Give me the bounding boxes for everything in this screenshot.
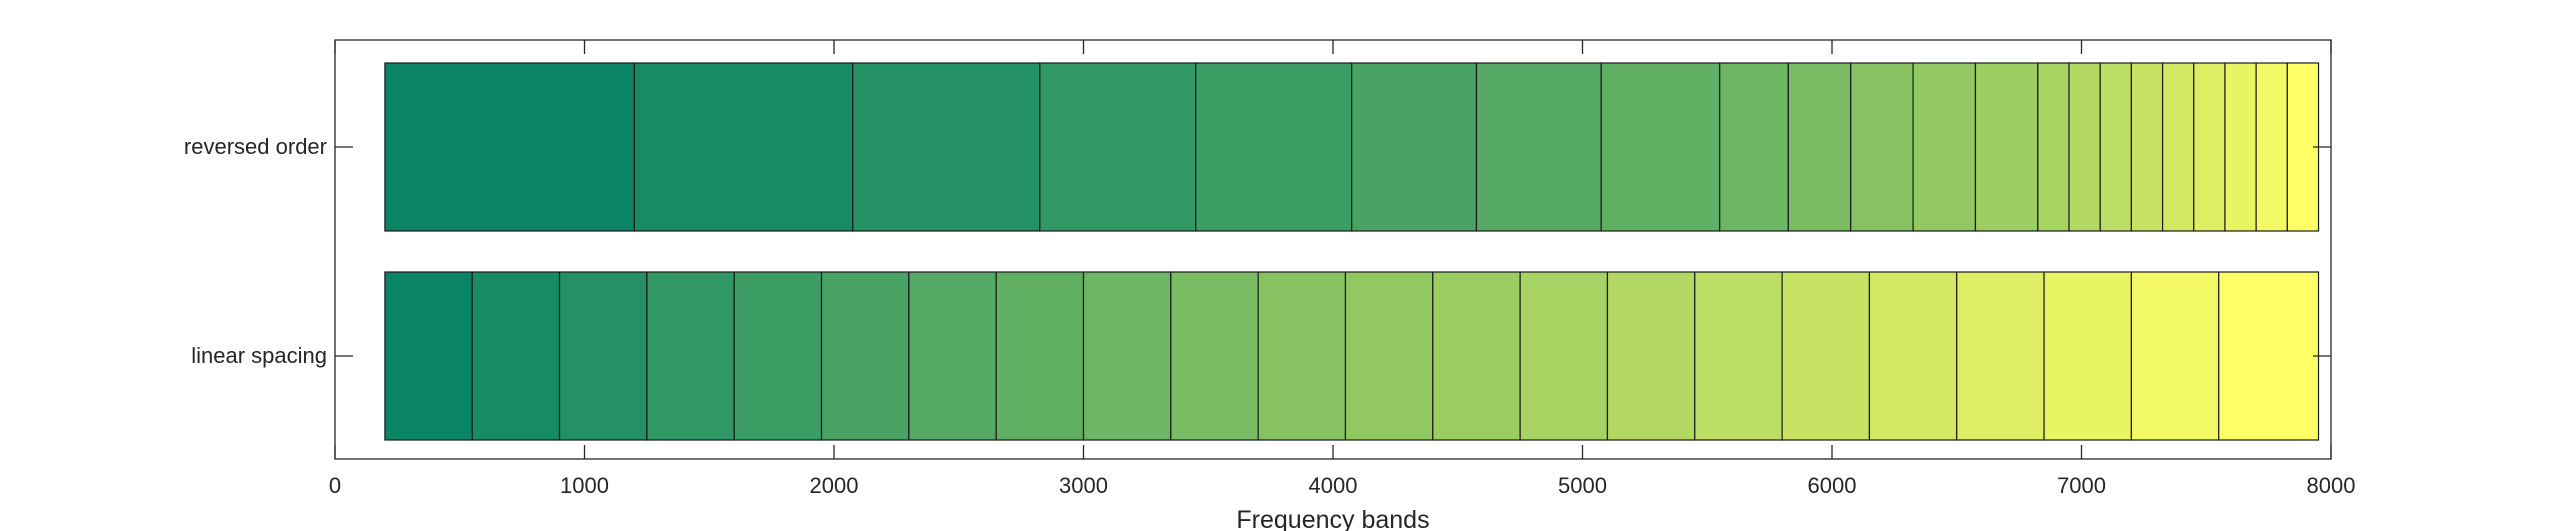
x-tick-label: 8000 — [2307, 473, 2356, 498]
bar-segment-reversed-5 — [1195, 62, 1353, 232]
bar-segment-reversed-8 — [1600, 62, 1721, 232]
bar-segment-reversed-21 — [2255, 62, 2288, 232]
y-tick-label: reversed order — [184, 134, 327, 159]
bar-segment-linear-14 — [1519, 271, 1609, 441]
x-tick-label: 3000 — [1059, 473, 1108, 498]
x-tick-label: 2000 — [810, 473, 859, 498]
bar-segment-reversed-14 — [2037, 62, 2070, 232]
axis-ticks — [334, 40, 2332, 459]
bar-segment-reversed-10 — [1787, 62, 1852, 232]
x-tick-label: 7000 — [2057, 473, 2106, 498]
bar-segment-reversed-20 — [2224, 62, 2257, 232]
bar-segment-linear-18 — [1868, 271, 1958, 441]
bar-segment-linear-8 — [995, 271, 1085, 441]
x-axis-title: Frequency bands — [1236, 506, 1429, 531]
bar-segment-linear-2 — [471, 271, 561, 441]
bar-segment-linear-1 — [384, 271, 473, 441]
x-tick-label: 6000 — [1808, 473, 1857, 498]
bar-segment-linear-11 — [1257, 271, 1347, 441]
x-tick-label: 5000 — [1558, 473, 1607, 498]
bar-segment-linear-15 — [1606, 271, 1696, 441]
bar-segment-reversed-11 — [1850, 62, 1914, 232]
bar-segment-reversed-9 — [1719, 62, 1789, 232]
bar-segment-reversed-7 — [1475, 62, 1602, 232]
bar-segment-reversed-4 — [1039, 62, 1197, 232]
bar-segment-reversed-15 — [2068, 62, 2101, 232]
x-tick-label: 1000 — [560, 473, 609, 498]
bar-segment-reversed-6 — [1351, 62, 1478, 232]
bar-segment-linear-17 — [1781, 271, 1871, 441]
bar-segment-reversed-12 — [1912, 62, 1977, 232]
bar-segment-linear-5 — [733, 271, 823, 441]
bar-segment-reversed-17 — [2130, 62, 2164, 232]
bar-segment-reversed-2 — [633, 62, 854, 232]
bar-segment-linear-6 — [820, 271, 910, 441]
bar-segment-linear-4 — [646, 271, 735, 441]
bar-segment-linear-16 — [1694, 271, 1783, 441]
axis-labels: 0 1000 2000 3000 4000 5000 6000 7000 8000 reverse… — [184, 134, 2356, 498]
bar-segment-reversed-3 — [852, 62, 1041, 232]
bar-segment-linear-3 — [558, 271, 648, 441]
bar-segment-reversed-19 — [2193, 62, 2226, 232]
x-tick-label: 4000 — [1309, 473, 1358, 498]
bar-segment-linear-12 — [1344, 271, 1434, 441]
y-tick-label: linear spacing — [191, 343, 327, 368]
bar-segment-linear-20 — [2043, 271, 2132, 441]
bar-segment-linear-9 — [1082, 271, 1172, 441]
x-tick-label: 0 — [329, 473, 341, 498]
bar-segment-linear-10 — [1170, 271, 1259, 441]
bar-segment-reversed-1 — [384, 62, 635, 232]
bar-segment-linear-19 — [1956, 271, 2045, 441]
bar-segment-reversed-18 — [2161, 62, 2195, 232]
bar-segment-linear-7 — [908, 271, 997, 441]
bar-segment-linear-13 — [1432, 271, 1521, 441]
bar-segment-reversed-16 — [2099, 62, 2132, 232]
bar-segment-linear-22 — [2218, 271, 2320, 441]
bar-segment-reversed-13 — [1974, 62, 2039, 232]
bar-segments — [384, 62, 2320, 441]
bar-segment-linear-21 — [2130, 271, 2220, 441]
